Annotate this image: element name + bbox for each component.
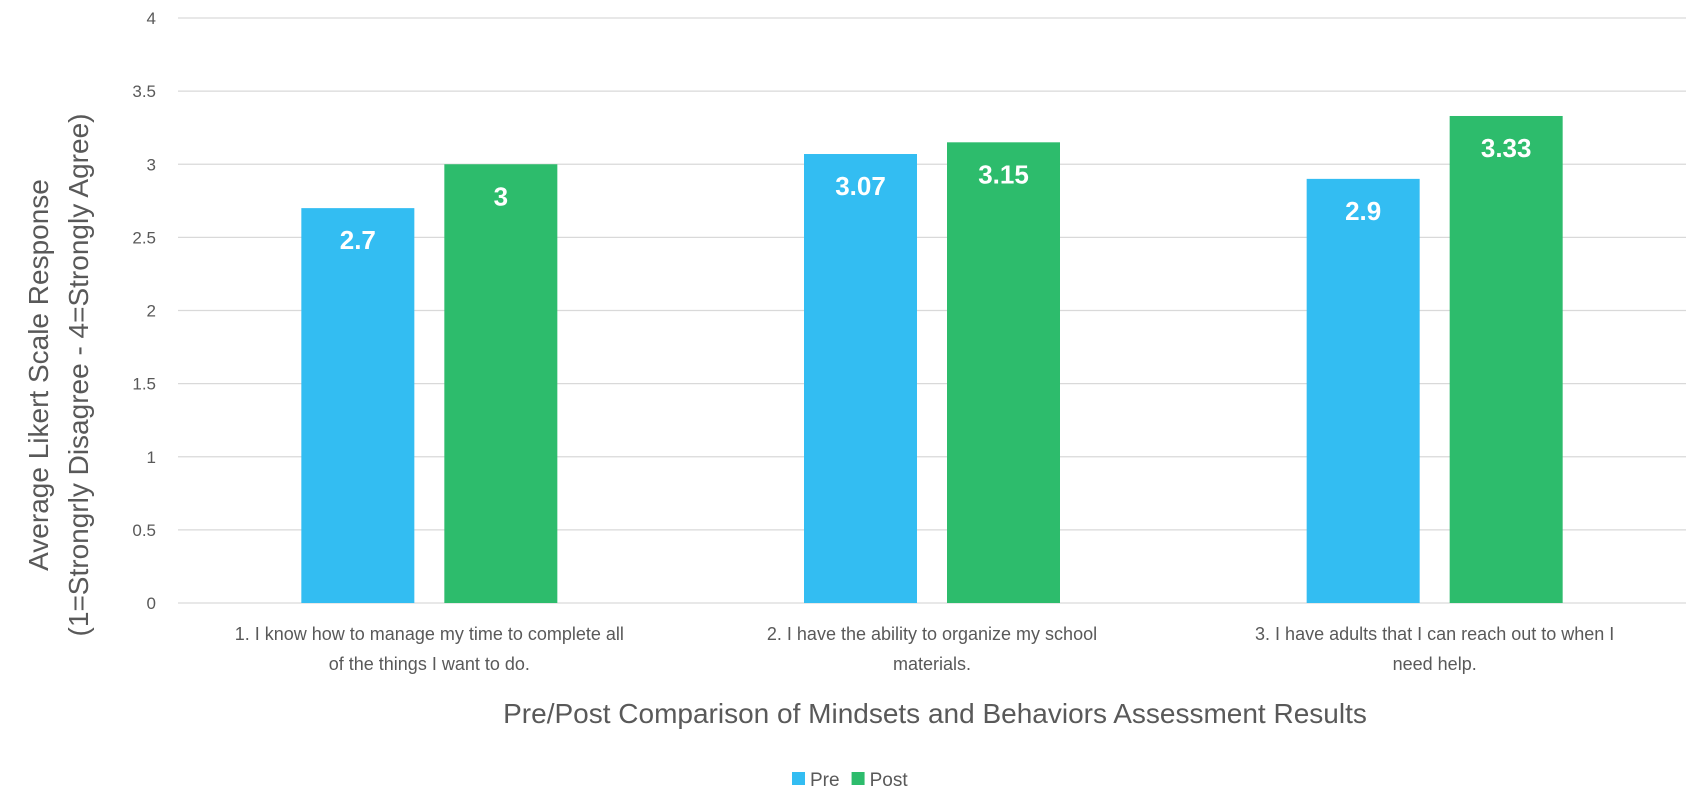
- bar-pre-2: [804, 154, 917, 603]
- bar-post-3: [1449, 115, 1563, 604]
- bar-post-1: [444, 164, 558, 603]
- bar-pre-1: [301, 208, 415, 603]
- x-axis-title: Pre/Post Comparison of Mindsets and Beha…: [503, 698, 1367, 729]
- data-label-pre-2: 3.07: [835, 171, 886, 201]
- legend-label-post: Post: [870, 770, 909, 791]
- y-tick-label: 1: [147, 448, 156, 467]
- y-axis-title: Average Likert Scale Response (1=Strongr…: [23, 114, 94, 637]
- y-tick-label: 1.5: [132, 375, 156, 394]
- legend: Pre Post: [792, 770, 908, 791]
- y-axis-title-line-2: (1=Strongrly Disagree - 4=Strongly Agree…: [63, 114, 94, 637]
- data-label-pre-3: 2.9: [1345, 196, 1381, 226]
- x-axis-categories: 1. I know how to manage my time to compl…: [235, 624, 1615, 674]
- data-label-pre-1: 2.7: [340, 225, 376, 255]
- gridlines: [178, 17, 1686, 604]
- data-label-post-2: 3.15: [978, 159, 1029, 189]
- y-tick-label: 0.5: [132, 521, 156, 540]
- data-label-post-3: 3.33: [1481, 133, 1532, 163]
- legend-swatch-pre: [792, 772, 805, 785]
- data-label-post-1: 3: [494, 181, 508, 211]
- y-tick-label: 2: [147, 302, 156, 321]
- x-category-label: 2. I have the ability to organize my sch…: [767, 624, 1097, 644]
- y-tick-label: 0: [147, 594, 156, 613]
- y-axis-title-line-1: Average Likert Scale Response: [23, 179, 54, 571]
- y-tick-label: 3: [147, 155, 156, 174]
- x-category-label: of the things I want to do.: [329, 654, 530, 674]
- y-axis-ticks: 0 0.5 1 1.5 2 2.5 3 3.5 4: [132, 9, 156, 613]
- x-category-label: materials.: [893, 654, 971, 674]
- x-category-label: 1. I know how to manage my time to compl…: [235, 624, 624, 644]
- bar-post-2: [947, 142, 1060, 603]
- legend-label-pre: Pre: [810, 770, 840, 791]
- bar-pre-3: [1306, 178, 1420, 603]
- x-category-label: need help.: [1393, 654, 1477, 674]
- x-category-label: 3. I have adults that I can reach out to…: [1255, 624, 1614, 644]
- data-labels: 2.7 3 3.07 3.15 2.9 3.33: [340, 133, 1532, 255]
- y-tick-label: 3.5: [132, 82, 156, 101]
- y-tick-label: 4: [147, 9, 156, 28]
- y-tick-label: 2.5: [132, 228, 156, 247]
- legend-swatch-post: [851, 772, 865, 785]
- bars: [301, 115, 1563, 604]
